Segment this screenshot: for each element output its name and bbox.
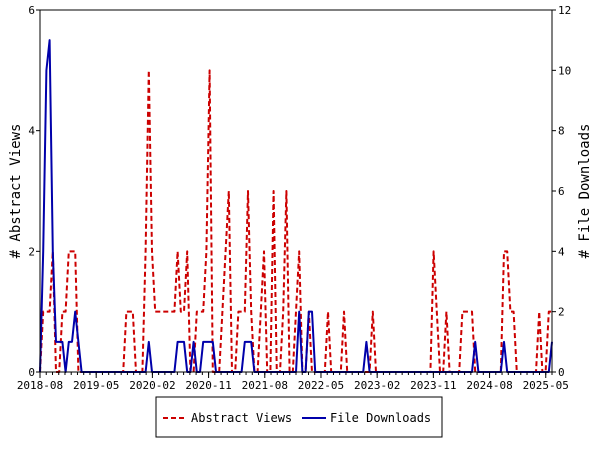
y-right-tick-label: 4	[558, 245, 565, 258]
legend-box	[155, 396, 443, 438]
x-tick-label: 2023-11	[410, 379, 456, 392]
legend-label-abstract-views: Abstract Views	[191, 411, 292, 425]
y-left-tick-label: 2	[28, 245, 35, 258]
x-tick-label: 2018-08	[17, 379, 63, 392]
x-tick-label: 2025-05	[523, 379, 569, 392]
y-right-tick-label: 6	[558, 185, 565, 198]
x-tick-label: 2019-05	[73, 379, 119, 392]
legend: Abstract Views File Downloads	[155, 396, 443, 438]
x-tick-label: 2023-02	[354, 379, 400, 392]
x-tick-label: 2022-05	[298, 379, 344, 392]
y-left-tick-label: 4	[28, 125, 35, 138]
x-tick-label: 2021-08	[242, 379, 288, 392]
legend-label-file-downloads: File Downloads	[330, 411, 431, 425]
y-left-axis-title: # Abstract Views	[8, 124, 24, 259]
x-tick-label: 2024-08	[466, 379, 512, 392]
y-right-tick-label: 12	[558, 4, 571, 17]
y-right-tick-label: 0	[558, 366, 565, 379]
axes: 0 2 4 6 0 2 4 6 8 10 12 2018-08 2019-05 2020-02 2020-1…	[17, 4, 571, 392]
y-left-tick-label: 6	[28, 4, 35, 17]
x-tick-label: 2020-02	[129, 379, 175, 392]
y-right-tick-label: 10	[558, 64, 571, 77]
y-left-tick-label: 0	[28, 366, 35, 379]
plot-area	[39, 39, 553, 373]
y-right-tick-label: 2	[558, 306, 565, 319]
plot-frame	[39, 9, 553, 373]
y-right-tick-label: 8	[558, 125, 565, 138]
series-line-abstract-views	[39, 69, 552, 373]
y-right-axis-title: # File Downloads	[577, 124, 593, 259]
x-tick-label: 2020-11	[185, 379, 231, 392]
